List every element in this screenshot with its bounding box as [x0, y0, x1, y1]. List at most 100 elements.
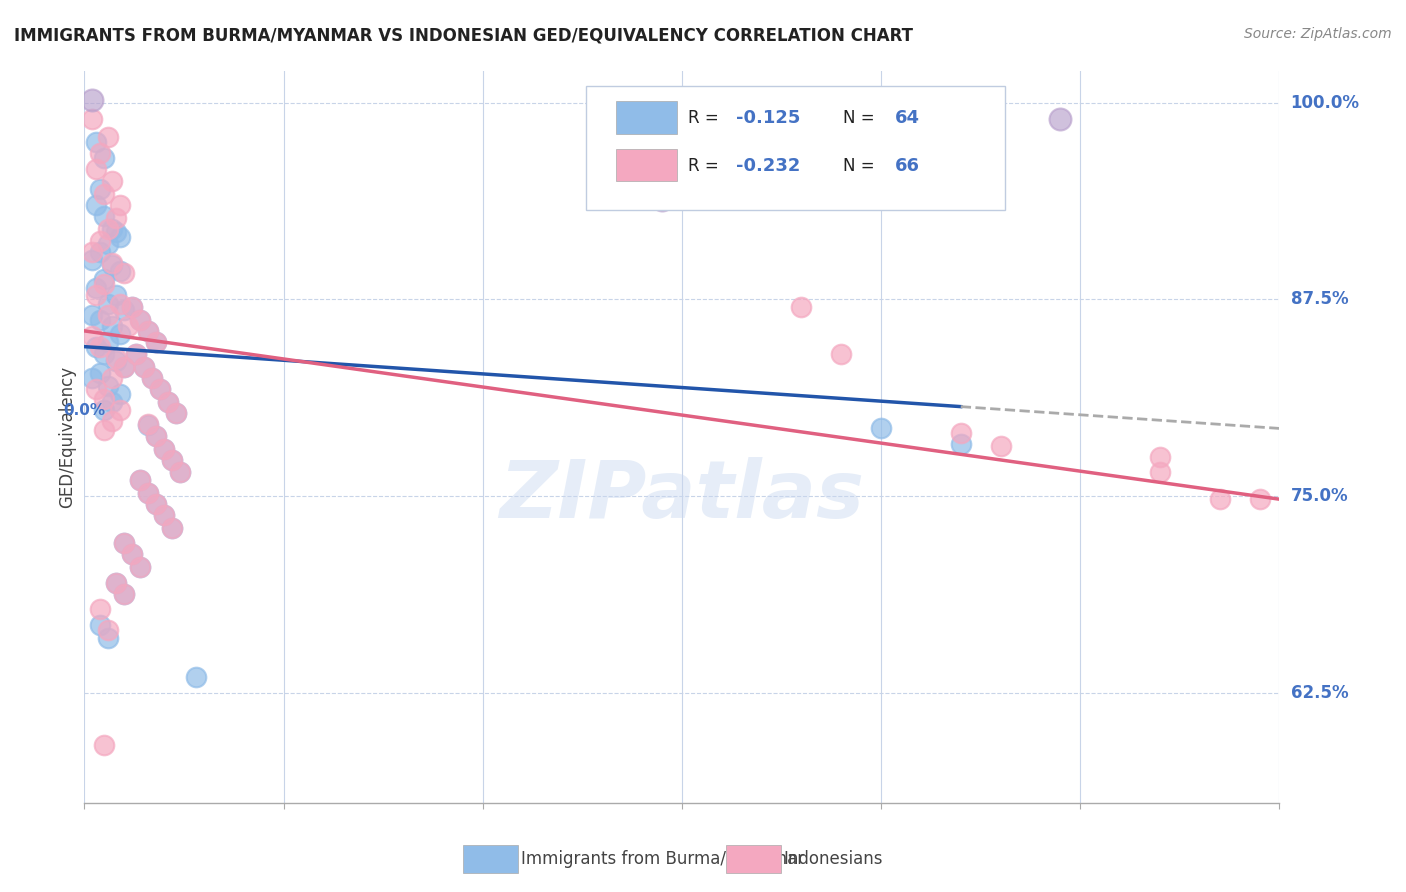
- Point: [153, 442, 176, 456]
- Text: 100.0%: 100.0%: [1291, 94, 1360, 112]
- Point: [89, 340, 111, 354]
- Point: [82, 328, 104, 343]
- Point: [129, 559, 152, 574]
- Point: [651, 194, 673, 208]
- Point: [89, 367, 111, 381]
- Point: [790, 301, 813, 315]
- Point: [97, 631, 120, 645]
- Point: [93, 738, 115, 752]
- Point: [110, 264, 132, 278]
- Point: [112, 586, 135, 600]
- Point: [93, 209, 115, 223]
- Point: [89, 618, 111, 632]
- Text: Source: ZipAtlas.com: Source: ZipAtlas.com: [1244, 27, 1392, 41]
- Point: [121, 301, 143, 315]
- Point: [110, 229, 132, 244]
- Point: [153, 442, 176, 456]
- Point: [1049, 112, 1071, 126]
- Point: [86, 135, 108, 149]
- FancyBboxPatch shape: [463, 846, 519, 873]
- Point: [125, 347, 148, 361]
- Point: [136, 486, 159, 500]
- Point: [160, 520, 183, 534]
- Point: [97, 221, 120, 235]
- Point: [110, 297, 132, 311]
- Text: N =: N =: [844, 109, 880, 128]
- Point: [136, 324, 159, 338]
- Point: [145, 334, 167, 349]
- Point: [89, 313, 111, 327]
- Point: [157, 394, 180, 409]
- Text: ZIPatlas: ZIPatlas: [499, 457, 865, 534]
- Point: [949, 437, 972, 451]
- Point: [101, 174, 124, 188]
- Point: [145, 429, 167, 443]
- Point: [112, 586, 135, 600]
- Text: IMMIGRANTS FROM BURMA/MYANMAR VS INDONESIAN GED/EQUIVALENCY CORRELATION CHART: IMMIGRANTS FROM BURMA/MYANMAR VS INDONES…: [14, 27, 912, 45]
- Point: [121, 547, 143, 561]
- Point: [129, 473, 152, 487]
- Point: [82, 112, 104, 126]
- Point: [93, 277, 115, 291]
- FancyBboxPatch shape: [616, 149, 678, 181]
- Point: [149, 382, 172, 396]
- Point: [101, 258, 124, 272]
- Point: [97, 130, 120, 145]
- Point: [110, 198, 132, 212]
- Point: [129, 313, 152, 327]
- Point: [112, 360, 135, 375]
- Point: [136, 417, 159, 431]
- Point: [105, 575, 128, 590]
- Point: [136, 324, 159, 338]
- Point: [165, 406, 187, 420]
- Text: -0.232: -0.232: [735, 157, 800, 175]
- Point: [160, 453, 183, 467]
- Point: [93, 402, 115, 417]
- Point: [97, 308, 120, 322]
- Point: [132, 360, 156, 375]
- Point: [110, 387, 132, 401]
- FancyBboxPatch shape: [586, 86, 1004, 211]
- Point: [82, 253, 104, 268]
- Point: [105, 575, 128, 590]
- Point: [97, 334, 120, 349]
- Point: [169, 466, 191, 480]
- Point: [86, 382, 108, 396]
- FancyBboxPatch shape: [725, 846, 782, 873]
- Point: [89, 234, 111, 248]
- Point: [93, 423, 115, 437]
- Point: [86, 161, 108, 176]
- Point: [129, 473, 152, 487]
- Point: [125, 347, 148, 361]
- Point: [101, 394, 124, 409]
- Point: [93, 347, 115, 361]
- Point: [949, 426, 972, 441]
- Point: [89, 245, 111, 260]
- Point: [105, 211, 128, 225]
- Text: 75.0%: 75.0%: [1291, 487, 1348, 505]
- Point: [105, 353, 128, 368]
- Point: [112, 266, 135, 280]
- Point: [93, 187, 115, 202]
- Point: [136, 486, 159, 500]
- Point: [105, 225, 128, 239]
- Point: [105, 287, 128, 301]
- Point: [89, 602, 111, 616]
- Point: [101, 221, 124, 235]
- Point: [86, 198, 108, 212]
- Point: [101, 413, 124, 427]
- Point: [169, 466, 191, 480]
- Point: [153, 508, 176, 522]
- Point: [112, 536, 135, 550]
- Point: [990, 439, 1012, 453]
- Text: 64: 64: [894, 109, 920, 128]
- Point: [86, 287, 108, 301]
- Text: R =: R =: [688, 157, 724, 175]
- Point: [93, 392, 115, 406]
- Y-axis label: GED/Equivalency: GED/Equivalency: [58, 366, 76, 508]
- Point: [141, 371, 163, 385]
- Point: [1208, 492, 1230, 507]
- Point: [1149, 450, 1171, 464]
- Point: [145, 497, 167, 511]
- Text: R =: R =: [688, 109, 724, 128]
